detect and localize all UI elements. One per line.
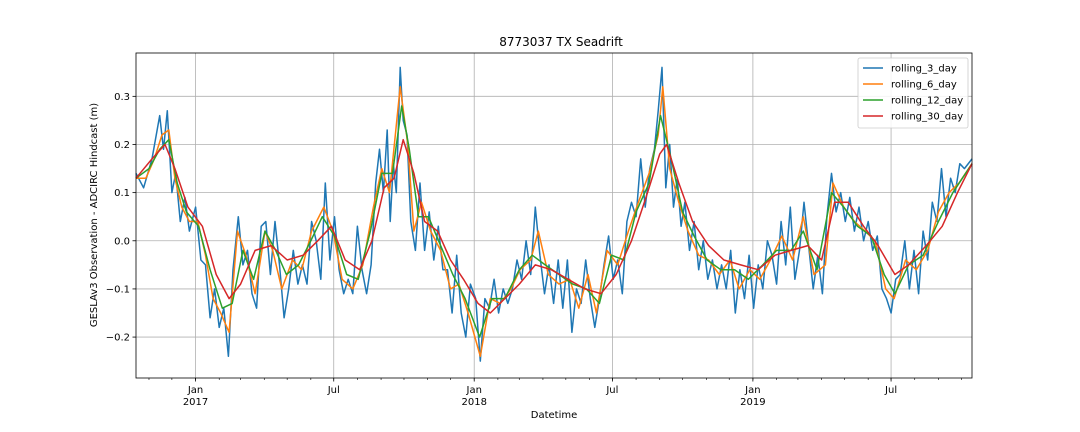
x-tick-year-label: 2019 xyxy=(740,397,765,408)
chart-title: 8773037 TX Seadrift xyxy=(499,35,623,49)
series-line-rolling_6_day xyxy=(136,85,973,358)
series-lines xyxy=(135,66,973,362)
y-tick-label: 0.0 xyxy=(114,236,130,247)
legend-label: rolling_6_day xyxy=(891,80,957,91)
legend: rolling_3_day rolling_6_day rolling_12_day… xyxy=(857,57,969,129)
x-tick-label: Jul xyxy=(884,385,897,396)
x-tick-label: Jan xyxy=(466,385,482,396)
x-tick-label: Jul xyxy=(605,385,618,396)
y-tick-label: −0.1 xyxy=(106,284,130,295)
x-axis-label: Datetime xyxy=(531,410,578,421)
series-line-rolling_30_day xyxy=(135,138,973,314)
legend-label: rolling_3_day xyxy=(891,64,957,75)
y-axis-label: GESLAv3 Observation - ADCIRC Hindcast (m… xyxy=(89,103,100,327)
x-tick-label: Jul xyxy=(327,385,340,396)
grid xyxy=(136,53,972,378)
y-tick-label: 0.1 xyxy=(114,188,130,199)
x-tick-label: Jan xyxy=(744,385,760,396)
legend-label: rolling_12_day xyxy=(891,96,963,107)
series-line-rolling_12_day xyxy=(135,105,973,338)
y-tick-label: 0.2 xyxy=(114,140,130,151)
y-tick-label: 0.3 xyxy=(114,92,130,103)
y-tick-label: −0.2 xyxy=(106,333,130,344)
x-tick-year-label: 2018 xyxy=(461,397,486,408)
plot-frame xyxy=(135,52,973,379)
x-tick-label: Jan xyxy=(187,385,203,396)
legend-label: rolling_30_day xyxy=(891,112,963,123)
x-tick-year-label: 2017 xyxy=(183,397,208,408)
legend-box xyxy=(857,57,969,129)
